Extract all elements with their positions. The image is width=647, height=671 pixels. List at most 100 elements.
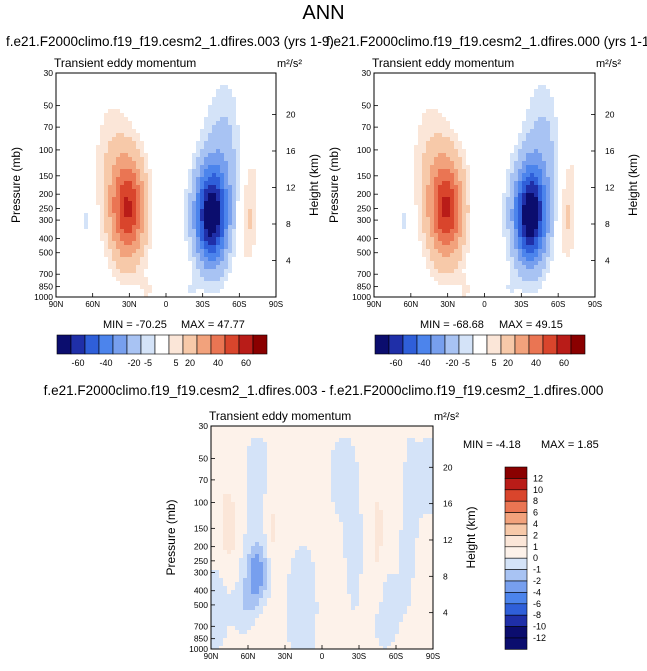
panel1-ytick-label: 500: [39, 248, 53, 258]
panel1-xtick-label: 60S: [232, 300, 246, 309]
colorbar-box: [504, 523, 528, 536]
panel3-colorbar-label: -2: [533, 576, 541, 586]
panel1-frame: [55, 72, 277, 298]
panel3-ytick-label: 250: [194, 556, 208, 566]
panel3-y2tick-label: 12: [443, 535, 453, 545]
panel2-y2tick-label: 12: [605, 182, 615, 192]
panel3-ytick-label: 100: [194, 498, 208, 508]
panel1-ytick-label: 50: [44, 101, 54, 111]
panel3-colorbar-label: -10: [533, 622, 546, 632]
panel1-ytick-label: 200: [39, 189, 53, 199]
page-title: ANN: [302, 2, 345, 24]
colorbar-box: [504, 535, 528, 548]
panel3-ytick-label: 70: [199, 475, 209, 485]
colorbar-box: [504, 626, 528, 639]
panel1-ytick-label: 300: [39, 215, 53, 225]
panel2-min-label: MIN = -68.68: [420, 319, 484, 331]
panel3-y2tick-label: 4: [443, 608, 448, 618]
panel1-xtick-label: 30S: [196, 300, 210, 309]
panel2-y2label: Height (km): [626, 154, 640, 216]
colorbar-box: [430, 334, 446, 355]
panel3-colorbar-label: 4: [533, 519, 538, 529]
colorbar-box: [388, 334, 404, 355]
panel3-ytick-label: 300: [194, 567, 208, 577]
panel1-y2tick-label: 16: [286, 146, 296, 156]
panel1-ytick-label: 700: [39, 269, 53, 279]
panel3-xtick-label: 60N: [241, 652, 256, 661]
colorbar-box: [556, 334, 572, 355]
panel3-xtick-label: 0: [320, 652, 325, 661]
panel1-y2tick-label: 12: [286, 182, 296, 192]
panel3-ytick-label: 50: [199, 453, 209, 463]
colorbar-box: [504, 512, 528, 525]
panel3-colorbar-label: -8: [533, 610, 541, 620]
panel2-colorbar-label: 20: [503, 358, 513, 368]
colorbar-box: [126, 334, 142, 355]
panel1-colorbar-label: 20: [185, 358, 195, 368]
panel1-max-label: MAX = 47.77: [181, 319, 245, 331]
panel1-xtick-label: 90S: [269, 300, 283, 309]
panel3-ytick-label: 30: [199, 421, 209, 431]
panel2-y2tick-label: 8: [605, 219, 610, 229]
panel3-y2label: Height (km): [464, 506, 478, 568]
panel1-min-label: MIN = -70.25: [103, 319, 167, 331]
panel3-colorbar-label: 6: [533, 508, 538, 518]
panel2-xtick-label: 30S: [514, 300, 528, 309]
panel2-title: f.e21.F2000climo.f19_f19.cesm2_1.dfires.…: [326, 34, 647, 49]
colorbar-box: [154, 334, 170, 355]
panel3-colorbar-label: -6: [533, 599, 541, 609]
panel2-ytick-label: 500: [357, 248, 371, 258]
colorbar-box: [504, 580, 528, 593]
panel1-field: [84, 85, 256, 297]
panel1-ytick-label: 250: [39, 203, 53, 213]
panel3-colorbar: [504, 466, 528, 650]
panel1-colorbar-label: 40: [213, 358, 223, 368]
panel3-ytick-label: 200: [194, 542, 208, 552]
panel3-colorbar-label: 1: [533, 542, 538, 552]
panel2-ytick-label: 1000: [352, 292, 371, 302]
panel3-y2tick-label: 16: [443, 499, 453, 509]
panel2-ytick-label: 400: [357, 233, 371, 243]
colorbar-box: [504, 489, 528, 502]
panel1-title: f.e21.F2000climo.f19_f19.cesm2_1.dfires.…: [6, 34, 334, 49]
panel2-y2tick-label: 20: [605, 109, 615, 119]
panel1-ytick-label: 850: [39, 282, 53, 292]
panel2-ytick-label: 700: [357, 269, 371, 279]
colorbar-box: [210, 334, 226, 355]
panel3-y2tick-label: 8: [443, 571, 448, 581]
panel3-colorbar-label: 10: [533, 485, 543, 495]
colorbar-box: [402, 334, 418, 355]
panel2-xtick-label: 60S: [551, 300, 565, 309]
colorbar-box: [182, 334, 198, 355]
panel1-subtitle: Transient eddy momentum: [54, 56, 196, 70]
colorbar-box: [504, 603, 528, 616]
colorbar-box: [416, 334, 432, 355]
panel2-colorbar-label: -20: [445, 358, 458, 368]
panel1-xtick-label: 90N: [49, 300, 64, 309]
colorbar-box: [224, 334, 240, 355]
panel2-ytick-label: 70: [362, 122, 372, 132]
colorbar-box: [504, 557, 528, 570]
panel2-colorbar-label: 5: [491, 358, 496, 368]
panel2-xtick-label: 90S: [588, 300, 602, 309]
panel1-colorbar-label: -5: [144, 358, 152, 368]
panel2-field: [402, 85, 574, 297]
panel2-colorbar-label: 60: [559, 358, 569, 368]
colorbar-box: [504, 637, 528, 650]
panel2-xtick-label: 30N: [440, 300, 455, 309]
panel1-ytick-label: 150: [39, 171, 53, 181]
panel3-ytick-label: 400: [194, 586, 208, 596]
panel3-title: f.e21.F2000climo.f19_f19.cesm2_1.dfires.…: [43, 383, 604, 398]
panel2-colorbar: [374, 334, 586, 355]
panel1-ytick-label: 70: [44, 122, 54, 132]
panel1-xtick-label: 0: [164, 300, 169, 309]
panel1-ytick-label: 100: [39, 145, 53, 155]
panel2-colorbar-label: -40: [417, 358, 430, 368]
panel2-frame: [373, 72, 596, 298]
panel2-y2tick-label: 16: [605, 146, 615, 156]
colorbar-box: [196, 334, 212, 355]
panel3-xtick-label: 30S: [352, 652, 366, 661]
panel1-units: m²/s²: [277, 58, 302, 70]
colorbar-box: [500, 334, 516, 355]
